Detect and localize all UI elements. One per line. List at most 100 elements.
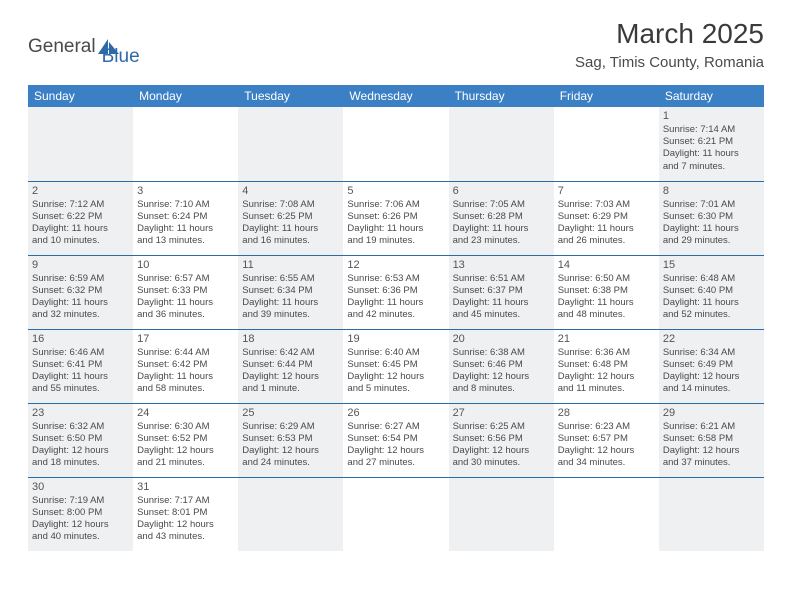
- day-sunrise: Sunrise: 6:50 AM: [558, 273, 655, 285]
- day-number: 4: [242, 184, 339, 198]
- day-number: 23: [32, 406, 129, 420]
- day-number: 10: [137, 258, 234, 272]
- day-daylight2: and 7 minutes.: [663, 161, 760, 173]
- day-number: 2: [32, 184, 129, 198]
- day-sunset: Sunset: 6:22 PM: [32, 211, 129, 223]
- day-daylight1: Daylight: 12 hours: [32, 519, 129, 531]
- calendar-day-cell: 1Sunrise: 7:14 AMSunset: 6:21 PMDaylight…: [659, 107, 764, 181]
- day-daylight2: and 45 minutes.: [453, 309, 550, 321]
- day-daylight2: and 52 minutes.: [663, 309, 760, 321]
- day-daylight1: Daylight: 12 hours: [558, 445, 655, 457]
- day-sunset: Sunset: 6:32 PM: [32, 285, 129, 297]
- day-number: 13: [453, 258, 550, 272]
- day-daylight2: and 48 minutes.: [558, 309, 655, 321]
- day-daylight1: Daylight: 12 hours: [347, 371, 444, 383]
- calendar-empty-cell: [659, 477, 764, 551]
- day-daylight2: and 29 minutes.: [663, 235, 760, 247]
- day-sunrise: Sunrise: 6:40 AM: [347, 347, 444, 359]
- day-sunset: Sunset: 6:40 PM: [663, 285, 760, 297]
- calendar-day-cell: 14Sunrise: 6:50 AMSunset: 6:38 PMDayligh…: [554, 255, 659, 329]
- day-sunset: Sunset: 8:00 PM: [32, 507, 129, 519]
- day-daylight2: and 14 minutes.: [663, 383, 760, 395]
- day-number: 20: [453, 332, 550, 346]
- day-number: 11: [242, 258, 339, 272]
- day-daylight1: Daylight: 11 hours: [137, 297, 234, 309]
- calendar-day-cell: 5Sunrise: 7:06 AMSunset: 6:26 PMDaylight…: [343, 181, 448, 255]
- day-sunset: Sunset: 6:58 PM: [663, 433, 760, 445]
- day-daylight2: and 10 minutes.: [32, 235, 129, 247]
- day-sunset: Sunset: 6:30 PM: [663, 211, 760, 223]
- day-number: 18: [242, 332, 339, 346]
- day-daylight2: and 8 minutes.: [453, 383, 550, 395]
- day-sunrise: Sunrise: 6:27 AM: [347, 421, 444, 433]
- day-sunset: Sunset: 6:53 PM: [242, 433, 339, 445]
- calendar-empty-cell: [238, 477, 343, 551]
- day-number: 30: [32, 480, 129, 494]
- day-sunset: Sunset: 6:34 PM: [242, 285, 339, 297]
- calendar-day-cell: 10Sunrise: 6:57 AMSunset: 6:33 PMDayligh…: [133, 255, 238, 329]
- day-number: 16: [32, 332, 129, 346]
- calendar-week-row: 2Sunrise: 7:12 AMSunset: 6:22 PMDaylight…: [28, 181, 764, 255]
- calendar-day-cell: 16Sunrise: 6:46 AMSunset: 6:41 PMDayligh…: [28, 329, 133, 403]
- day-daylight1: Daylight: 12 hours: [242, 445, 339, 457]
- weekday-header: Wednesday: [343, 85, 448, 107]
- day-daylight1: Daylight: 11 hours: [663, 297, 760, 309]
- day-daylight1: Daylight: 11 hours: [32, 297, 129, 309]
- day-daylight2: and 27 minutes.: [347, 457, 444, 469]
- day-daylight2: and 16 minutes.: [242, 235, 339, 247]
- calendar-empty-cell: [238, 107, 343, 181]
- day-number: 17: [137, 332, 234, 346]
- day-number: 27: [453, 406, 550, 420]
- day-daylight2: and 55 minutes.: [32, 383, 129, 395]
- day-number: 24: [137, 406, 234, 420]
- day-number: 1: [663, 109, 760, 123]
- day-number: 12: [347, 258, 444, 272]
- day-sunset: Sunset: 6:28 PM: [453, 211, 550, 223]
- day-number: 14: [558, 258, 655, 272]
- calendar-day-cell: 18Sunrise: 6:42 AMSunset: 6:44 PMDayligh…: [238, 329, 343, 403]
- weekday-header: Thursday: [449, 85, 554, 107]
- day-sunset: Sunset: 6:24 PM: [137, 211, 234, 223]
- day-daylight2: and 5 minutes.: [347, 383, 444, 395]
- day-sunrise: Sunrise: 7:03 AM: [558, 199, 655, 211]
- day-sunset: Sunset: 6:33 PM: [137, 285, 234, 297]
- day-daylight2: and 58 minutes.: [137, 383, 234, 395]
- day-sunset: Sunset: 6:49 PM: [663, 359, 760, 371]
- day-daylight1: Daylight: 11 hours: [663, 148, 760, 160]
- day-number: 22: [663, 332, 760, 346]
- day-daylight1: Daylight: 12 hours: [453, 445, 550, 457]
- calendar-day-cell: 20Sunrise: 6:38 AMSunset: 6:46 PMDayligh…: [449, 329, 554, 403]
- day-daylight1: Daylight: 12 hours: [663, 371, 760, 383]
- day-daylight2: and 26 minutes.: [558, 235, 655, 247]
- day-sunset: Sunset: 6:52 PM: [137, 433, 234, 445]
- header: General Blue March 2025 Sag, Timis Count…: [0, 0, 792, 77]
- day-number: 15: [663, 258, 760, 272]
- day-sunrise: Sunrise: 6:30 AM: [137, 421, 234, 433]
- day-daylight1: Daylight: 11 hours: [453, 297, 550, 309]
- calendar-day-cell: 3Sunrise: 7:10 AMSunset: 6:24 PMDaylight…: [133, 181, 238, 255]
- day-sunrise: Sunrise: 6:55 AM: [242, 273, 339, 285]
- day-daylight1: Daylight: 11 hours: [453, 223, 550, 235]
- calendar-day-cell: 24Sunrise: 6:30 AMSunset: 6:52 PMDayligh…: [133, 403, 238, 477]
- day-sunrise: Sunrise: 6:21 AM: [663, 421, 760, 433]
- day-sunrise: Sunrise: 7:06 AM: [347, 199, 444, 211]
- day-daylight2: and 24 minutes.: [242, 457, 339, 469]
- calendar-day-cell: 17Sunrise: 6:44 AMSunset: 6:42 PMDayligh…: [133, 329, 238, 403]
- day-sunrise: Sunrise: 6:59 AM: [32, 273, 129, 285]
- day-number: 26: [347, 406, 444, 420]
- calendar-week-row: 16Sunrise: 6:46 AMSunset: 6:41 PMDayligh…: [28, 329, 764, 403]
- logo: General Blue: [28, 26, 140, 68]
- weekday-header: Sunday: [28, 85, 133, 107]
- day-sunrise: Sunrise: 6:53 AM: [347, 273, 444, 285]
- day-number: 5: [347, 184, 444, 198]
- day-sunrise: Sunrise: 6:36 AM: [558, 347, 655, 359]
- calendar-week-row: 9Sunrise: 6:59 AMSunset: 6:32 PMDaylight…: [28, 255, 764, 329]
- day-sunrise: Sunrise: 6:23 AM: [558, 421, 655, 433]
- calendar-day-cell: 6Sunrise: 7:05 AMSunset: 6:28 PMDaylight…: [449, 181, 554, 255]
- weekday-header-row: SundayMondayTuesdayWednesdayThursdayFrid…: [28, 85, 764, 107]
- day-sunset: Sunset: 6:37 PM: [453, 285, 550, 297]
- day-daylight2: and 21 minutes.: [137, 457, 234, 469]
- day-sunset: Sunset: 6:42 PM: [137, 359, 234, 371]
- day-daylight2: and 37 minutes.: [663, 457, 760, 469]
- day-daylight2: and 23 minutes.: [453, 235, 550, 247]
